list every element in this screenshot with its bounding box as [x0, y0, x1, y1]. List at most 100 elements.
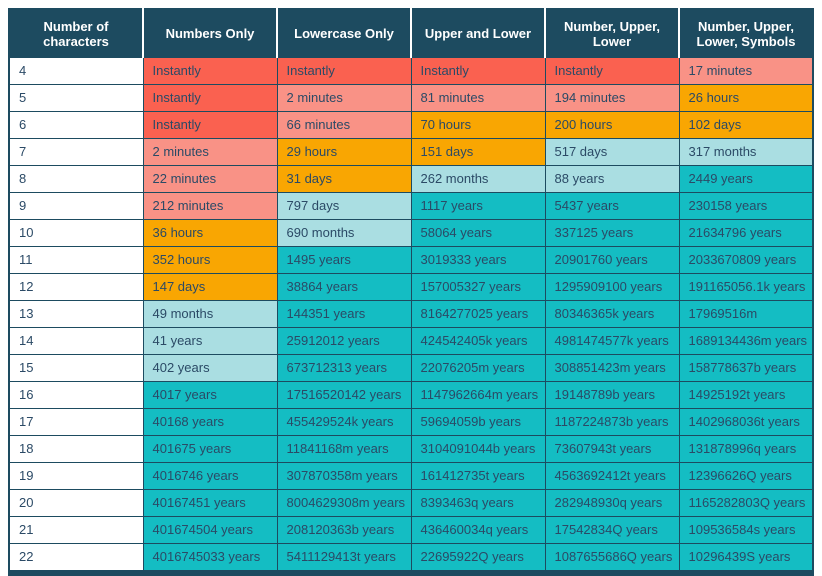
table-row: 13 49 months 144351 years 8164277025 years 8…: [8, 300, 814, 328]
table-row: 20 40167451 years 8004629308m years 8393463…: [8, 489, 814, 517]
time-cell: 17542834Q years: [544, 516, 680, 544]
time-cell: 1689134436m years: [678, 327, 814, 355]
time-cell: 1117 years: [410, 192, 546, 220]
table-row: 16 4017 years 17516520142 years 1147962664m…: [8, 381, 814, 409]
time-cell: Instantly: [276, 57, 412, 85]
time-cell: 337125 years: [544, 219, 680, 247]
time-cell: 4016746 years: [142, 462, 278, 490]
time-cell: 17 minutes: [678, 57, 814, 85]
char-count-cell: 21: [8, 516, 144, 544]
time-cell: 109536584s years: [678, 516, 814, 544]
table-row: 19 4016746 years 307870358m years 161412735…: [8, 462, 814, 490]
char-count-cell: 14: [8, 327, 144, 355]
header-cell-5: Number, Upper, Lower, Symbols: [678, 9, 813, 58]
time-cell: Instantly: [544, 57, 680, 85]
time-cell: 1187224873b years: [544, 408, 680, 436]
table-row: 14 41 years 25912012 years 424542405k years…: [8, 327, 814, 355]
time-cell: 1087655686Q years: [544, 543, 680, 574]
time-cell: 66 minutes: [276, 111, 412, 139]
table-row: 12 147 days 38864 years 157005327 years 1295…: [8, 273, 814, 301]
time-cell: 1402968036t years: [678, 408, 814, 436]
char-count-cell: 5: [8, 84, 144, 112]
table-row: 22 4016745033 years 5411129413t years 22695…: [8, 543, 814, 574]
time-cell: 144351 years: [276, 300, 412, 328]
time-cell: 4017 years: [142, 381, 278, 409]
header-cell-2: Lowercase Only: [276, 9, 411, 58]
time-cell: 102 days: [678, 111, 814, 139]
time-cell: 25912012 years: [276, 327, 412, 355]
time-cell: 8393463q years: [410, 489, 546, 517]
time-cell: 17969516m: [678, 300, 814, 328]
time-cell: 20901760 years: [544, 246, 680, 274]
time-cell: 436460034q years: [410, 516, 546, 544]
time-cell: 59694059b years: [410, 408, 546, 436]
header-row: Number of characters Numbers Only Lowercas…: [9, 9, 813, 58]
table-row: 6 Instantly 66 minutes 70 hours 200 hours 102…: [8, 111, 814, 139]
time-cell: 673712313 years: [276, 354, 412, 382]
time-cell: 70 hours: [410, 111, 546, 139]
time-cell: 29 hours: [276, 138, 412, 166]
table-row: 18 401675 years 11841168m years 3104091044b…: [8, 435, 814, 463]
time-cell: 282948930q years: [544, 489, 680, 517]
char-count-cell: 10: [8, 219, 144, 247]
time-cell: 81 minutes: [410, 84, 546, 112]
time-cell: 41 years: [142, 327, 278, 355]
char-count-cell: 7: [8, 138, 144, 166]
char-count-cell: 8: [8, 165, 144, 193]
time-cell: Instantly: [410, 57, 546, 85]
time-cell: 1295909100 years: [544, 273, 680, 301]
time-cell: 2449 years: [678, 165, 814, 193]
time-cell: 230158 years: [678, 192, 814, 220]
time-cell: 14925192t years: [678, 381, 814, 409]
time-cell: 212 minutes: [142, 192, 278, 220]
time-cell: 307870358m years: [276, 462, 412, 490]
time-cell: 352 hours: [142, 246, 278, 274]
time-cell: 22 minutes: [142, 165, 278, 193]
time-cell: 40168 years: [142, 408, 278, 436]
table-row: 21 401674504 years 208120363b years 4364600…: [8, 516, 814, 544]
time-cell: 157005327 years: [410, 273, 546, 301]
password-crack-time-table: Number of characters Numbers Only Lowercas…: [8, 8, 814, 576]
time-cell: 4981474577k years: [544, 327, 680, 355]
time-cell: 1147962664m years: [410, 381, 546, 409]
time-cell: 88 years: [544, 165, 680, 193]
char-count-cell: 4: [8, 57, 144, 85]
time-cell: 10296439S years: [678, 543, 814, 574]
time-cell: 1165282803Q years: [678, 489, 814, 517]
char-count-cell: 22: [8, 543, 144, 574]
time-cell: 22695922Q years: [410, 543, 546, 574]
time-cell: 5437 years: [544, 192, 680, 220]
time-cell: 2 minutes: [276, 84, 412, 112]
char-count-cell: 16: [8, 381, 144, 409]
table-row: 15 402 years 673712313 years 22076205m year…: [8, 354, 814, 382]
time-cell: 161412735t years: [410, 462, 546, 490]
time-cell: 424542405k years: [410, 327, 546, 355]
time-cell: Instantly: [142, 111, 278, 139]
time-cell: 401675 years: [142, 435, 278, 463]
char-count-cell: 13: [8, 300, 144, 328]
time-cell: 797 days: [276, 192, 412, 220]
time-cell: 317 months: [678, 138, 814, 166]
time-cell: 191165056.1k years: [678, 273, 814, 301]
table-row: 5 Instantly 2 minutes 81 minutes 194 minutes…: [8, 84, 814, 112]
time-cell: 31 days: [276, 165, 412, 193]
char-count-cell: 20: [8, 489, 144, 517]
time-cell: Instantly: [142, 57, 278, 85]
time-cell: 2033670809 years: [678, 246, 814, 274]
table-body: 4 Instantly Instantly Instantly Instantly 17 …: [8, 57, 814, 574]
time-cell: 200 hours: [544, 111, 680, 139]
time-cell: 8164277025 years: [410, 300, 546, 328]
time-cell: 58064 years: [410, 219, 546, 247]
header-cell-0: Number of characters: [9, 9, 143, 58]
time-cell: 517 days: [544, 138, 680, 166]
time-cell: 3104091044b years: [410, 435, 546, 463]
table-header: Number of characters Numbers Only Lowercas…: [9, 9, 813, 58]
char-count-cell: 12: [8, 273, 144, 301]
char-count-cell: 15: [8, 354, 144, 382]
time-cell: 80346365k years: [544, 300, 680, 328]
char-count-cell: 19: [8, 462, 144, 490]
time-cell: 131878996q years: [678, 435, 814, 463]
time-cell: 26 hours: [678, 84, 814, 112]
time-cell: 38864 years: [276, 273, 412, 301]
